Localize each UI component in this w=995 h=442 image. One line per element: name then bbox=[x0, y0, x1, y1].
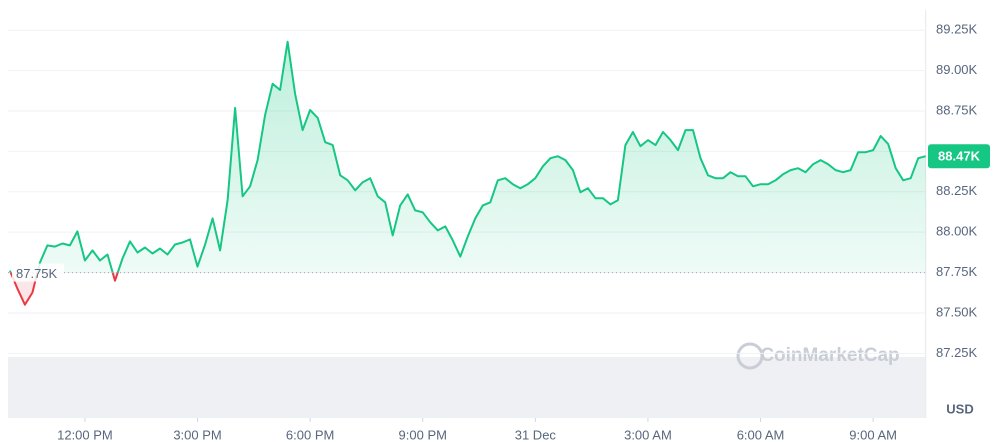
currency-label: USD bbox=[946, 401, 973, 416]
x-tick-label: 3:00 AM bbox=[624, 427, 672, 442]
x-tick-label: 9:00 PM bbox=[399, 427, 447, 442]
reference-label: 87.75K bbox=[16, 266, 58, 281]
x-tick-label: 9:00 AM bbox=[849, 427, 897, 442]
y-tick-label: 87.25K bbox=[936, 345, 978, 360]
x-tick-label: 6:00 AM bbox=[737, 427, 785, 442]
area-up bbox=[9, 41, 926, 273]
y-tick-label: 87.75K bbox=[936, 264, 978, 279]
x-tick-label: 12:00 PM bbox=[57, 427, 113, 442]
current-price-tag bbox=[928, 144, 990, 169]
y-tick-label: 88.75K bbox=[936, 102, 978, 117]
watermark: CoinMarketCap bbox=[760, 345, 899, 366]
y-tick-label: 87.50K bbox=[936, 304, 978, 319]
x-tick-label: 6:00 PM bbox=[286, 427, 334, 442]
y-tick-label: 88.25K bbox=[936, 183, 978, 198]
x-tick-label: 3:00 PM bbox=[173, 427, 221, 442]
price-line-up bbox=[8, 40, 926, 273]
volume-band bbox=[8, 357, 925, 418]
y-tick-label: 88.00K bbox=[936, 224, 978, 239]
watermark-logo bbox=[736, 342, 764, 370]
reference-label-bg bbox=[12, 263, 64, 282]
current-price-label: 88.47K bbox=[938, 149, 981, 164]
x-tick-label: 31 Dec bbox=[515, 427, 557, 442]
y-tick-label: 89.25K bbox=[936, 22, 978, 37]
y-tick-label: 89.00K bbox=[936, 62, 978, 77]
